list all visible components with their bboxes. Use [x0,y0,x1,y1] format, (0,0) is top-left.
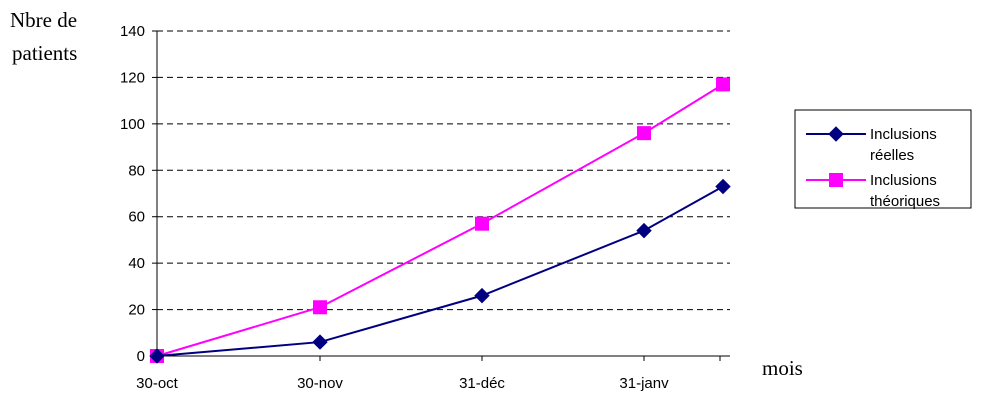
y-tick-label: 20 [128,302,145,319]
y-tick-label: 40 [128,255,145,272]
y-tick-label: 60 [128,209,145,226]
data-point [313,300,327,315]
y-tick-label: 120 [120,69,145,86]
series-reelles [149,178,731,364]
data-point [716,77,730,92]
legend-label-line-2: réelles [870,147,914,164]
legend-label-line-1: Inclusions [870,172,937,189]
data-point [715,178,731,195]
legend: Inclusions réelles Inclusions théoriques [794,109,972,210]
legend-marker [828,126,844,142]
legend-label-line-1: Inclusions [870,126,937,143]
x-tick-label: 31-déc [459,375,505,392]
y-axis-label-line-1: Nbre de [10,8,77,32]
data-point [149,348,165,364]
legend-label-line-2: théoriques [870,193,940,210]
series-line [156,83,724,357]
legend-marker [829,173,843,187]
series-theoriques [150,77,730,363]
y-axis-label-line-2: patients [12,41,77,65]
data-point [475,216,489,231]
data-point [312,334,328,350]
data-point [637,126,651,141]
data-point [474,287,490,304]
series-layer [149,77,731,364]
y-tick-label: 0 [137,348,145,365]
tick-labels: 0 20 40 60 80 100 120 140 30-oct 30-nov 31-déc 31-j… [120,23,669,392]
legend-item: Inclusions théoriques [806,172,940,210]
x-tick-label: 31-janv [619,375,669,392]
y-tick-label: 100 [120,116,145,133]
x-tick-label: 30-nov [297,375,343,392]
y-tick-label: 140 [120,23,145,40]
x-axis-label: mois [762,356,803,380]
x-tick-label: 30-oct [136,375,179,392]
y-tick-label: 80 [128,162,145,179]
legend-item: Inclusions réelles [806,126,937,164]
data-point [636,222,652,239]
gridlines [157,30,730,311]
axes [152,30,730,361]
legend-box [794,109,972,209]
